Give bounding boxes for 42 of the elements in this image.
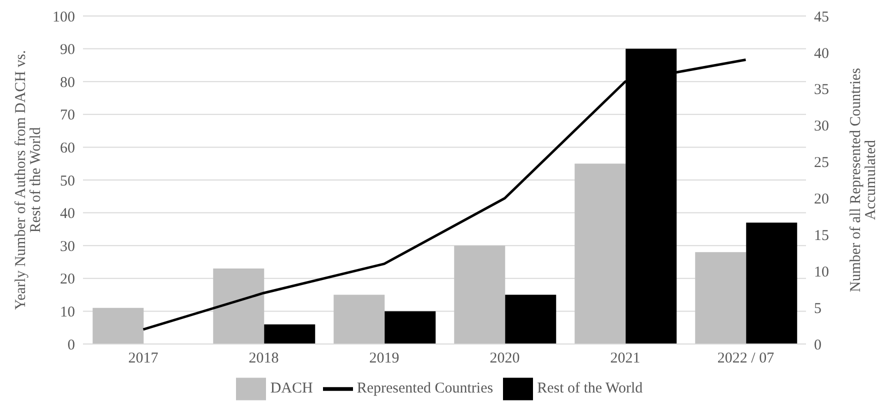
x-tick-label: 2017 [128, 350, 159, 367]
bar [574, 164, 626, 344]
bar [264, 324, 316, 344]
y2-tick-label: 10 [814, 264, 829, 280]
y-tick-label: 60 [60, 140, 75, 157]
y2-tick-label: 20 [814, 192, 829, 208]
y2-axis-title: Number of all Represented Countries Accumulated [848, 68, 879, 292]
y-tick-label: 50 [60, 173, 75, 190]
bar [334, 294, 385, 344]
bar [213, 268, 264, 344]
y-tick-label: 30 [60, 238, 75, 255]
y2-tick-label: 25 [814, 155, 829, 172]
x-tick-label: 2020 [490, 350, 520, 367]
bar [92, 308, 144, 344]
bar [454, 246, 506, 344]
bar [746, 222, 798, 344]
y-tick-label: 100 [52, 9, 75, 26]
x-tick-label: 2018 [248, 350, 279, 367]
y2-tick-label: 40 [814, 46, 829, 62]
y2-tick-label: 30 [814, 118, 829, 135]
y-tick-label: 20 [60, 272, 75, 288]
x-tick-label: 2019 [369, 350, 400, 367]
y2-tick-label: 5 [814, 300, 822, 317]
y-tick-label: 80 [60, 74, 75, 91]
y2-tick-label: 35 [814, 82, 829, 98]
legend-label: Represented Countries [356, 380, 494, 396]
y-tick-label: 0 [68, 337, 75, 354]
x-tick-label: 2021 [610, 350, 640, 367]
y-axis-title: Yearly Number of Authors from DACH vs. Rest of the World [12, 50, 44, 310]
bar [384, 311, 436, 344]
y-tick-label: 70 [60, 108, 75, 124]
y2-tick-label: 0 [814, 337, 822, 354]
x-tick-label: 2022 / 07 [717, 350, 775, 367]
bar [505, 294, 556, 344]
legend-label: DACH [270, 380, 313, 396]
y-tick-label: 40 [60, 206, 75, 222]
y2-tick-label: 45 [814, 9, 829, 26]
bar [695, 252, 746, 344]
legend-label: Rest of the World [537, 380, 643, 396]
y2-tick-label: 15 [814, 228, 829, 244]
y-tick-label: 10 [60, 304, 75, 321]
y-tick-label: 90 [60, 42, 75, 58]
